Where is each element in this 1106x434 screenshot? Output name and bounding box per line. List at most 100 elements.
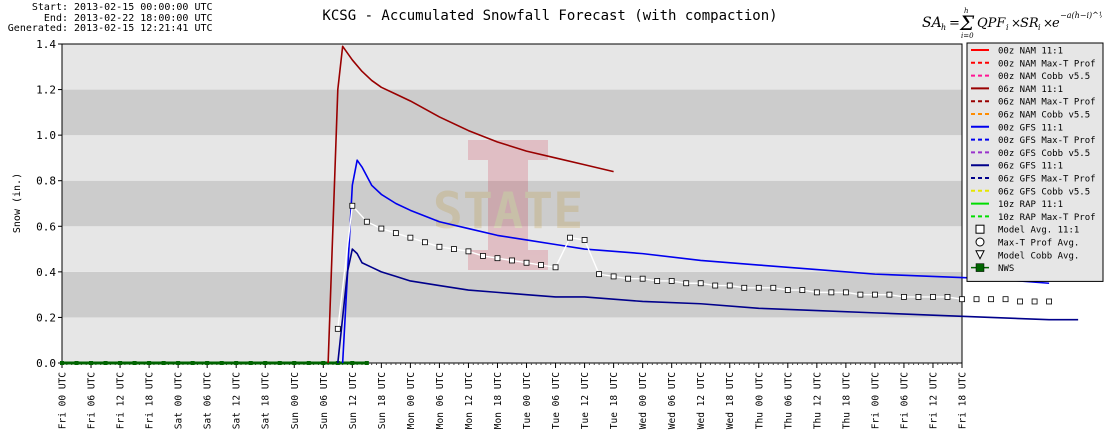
svg-text:h: h [964, 7, 969, 15]
legend-swatch-filled-square [975, 263, 985, 272]
model-avg-point [610, 273, 617, 280]
x-tick-label: Thu 00 UTC [754, 372, 765, 429]
generated-row: Generated: 2013-02-15 12:21:41 UTC [0, 23, 213, 35]
nws-point [103, 361, 108, 365]
nws-point [89, 361, 94, 365]
model-avg-point [407, 234, 414, 241]
legend-swatch-triangle [975, 250, 985, 260]
legend-label: 00z GFS Max-T Prof [998, 136, 1096, 146]
y-axis-label: Snow (in.) [12, 173, 23, 233]
x-tick-label: Mon 18 UTC [493, 372, 504, 429]
legend-label: Model Cobb Avg. [998, 251, 1079, 261]
legend-label: 00z GFS Cobb v5.5 [998, 149, 1090, 159]
x-tick-label: Wed 12 UTC [696, 372, 707, 429]
legend-label: 10z RAP 11:1 [998, 200, 1063, 210]
x-tick-label: Tue 00 UTC [522, 372, 533, 429]
x-tick-label: Wed 06 UTC [667, 372, 678, 429]
x-tick-label: Sat 06 UTC [203, 372, 214, 429]
y-axis: 0.0 0.2 0.4 0.6 0.8 1.0 1.2 1.4 [36, 38, 62, 370]
x-tick-label: Sun 00 UTC [290, 372, 301, 429]
nws-point [234, 361, 239, 365]
y-tick-label: 0.0 [36, 357, 56, 370]
nws-point [147, 361, 152, 365]
generated-label: Generated: [7, 23, 68, 34]
plot-band [62, 317, 962, 363]
model-avg-point [596, 271, 602, 278]
y-tick-label: 1.4 [36, 38, 56, 51]
x-tick-label: Fri 00 UTC [870, 372, 881, 429]
model-avg-point [451, 246, 457, 252]
x-tick-label: Fri 06 UTC [87, 372, 98, 429]
model-avg-point [1002, 296, 1009, 303]
model-avg-point [639, 275, 646, 282]
x-tick-label: Sat 18 UTC [261, 372, 272, 429]
model-avg-point [959, 296, 965, 303]
svg-text:=: = [949, 16, 960, 31]
nws-point [321, 361, 326, 365]
legend-label: 00z NAM Cobb v5.5 [998, 72, 1090, 82]
x-tick-label: Fri 06 UTC [899, 372, 910, 429]
legend-label: 00z NAM Max-T Prof [998, 59, 1096, 69]
legend-label: Max-T Prof Avg. [998, 239, 1079, 249]
nws-point [74, 361, 79, 365]
nws-point [350, 361, 355, 365]
svg-text:SA: SA [922, 15, 942, 31]
plot-band [62, 135, 962, 181]
model-avg-point [436, 243, 443, 250]
end-label: End: [43, 12, 68, 24]
model-avg-point [378, 225, 385, 232]
start-label: Start: [31, 2, 68, 13]
x-tick-label: Mon 12 UTC [464, 372, 475, 429]
legend-swatch-circle [975, 237, 985, 247]
svg-text:i: i [1038, 23, 1041, 32]
legend-swatch-square [975, 224, 985, 234]
model-avg-point [886, 291, 893, 298]
model-avg-point [494, 255, 501, 262]
x-tick-label: Fri 12 UTC [116, 372, 127, 429]
svg-text:SR: SR [1020, 16, 1039, 31]
model-avg-point [538, 262, 544, 268]
model-avg-point [392, 230, 399, 237]
x-tick-label: Fri 00 UTC [58, 372, 69, 429]
nws-point [132, 361, 137, 365]
svg-text:×: × [1043, 16, 1053, 30]
legend-label: 06z GFS Max-T Prof [998, 175, 1096, 185]
nws-point [277, 361, 282, 365]
y-tick-label: 0.4 [36, 266, 56, 279]
y-tick-label: 0.6 [36, 220, 56, 233]
legend-label: 06z NAM 11:1 [998, 85, 1063, 95]
plot-band [62, 89, 962, 136]
nws-point [118, 361, 123, 365]
model-avg-point [349, 202, 356, 209]
nws-point [60, 361, 64, 365]
x-tick-label: Fri 12 UTC [928, 372, 939, 429]
x-tick-label: Sat 12 UTC [232, 372, 243, 429]
y-tick-label: 0.8 [36, 175, 56, 188]
model-avg-point [915, 294, 922, 300]
model-avg-point [872, 291, 878, 298]
start-value: 2013-02-15 00:00:00 UTC [74, 2, 213, 13]
nws-point [219, 361, 224, 365]
watermark-i-shape [468, 140, 548, 270]
model-avg-point [828, 289, 835, 296]
svg-text:−a(h−i)^½: −a(h−i)^½ [1060, 11, 1102, 20]
end-value: 2013-02-22 18:00:00 UTC [74, 12, 213, 24]
series-lines [327, 45, 1079, 364]
x-tick-label: Fri 18 UTC [958, 372, 969, 429]
end-row: End: 2013-02-22 18:00:00 UTC [0, 12, 213, 25]
model-avg-point [625, 275, 632, 282]
x-tick-label: Thu 12 UTC [812, 372, 823, 429]
y-tick-label: 1.0 [36, 129, 56, 142]
model-avg-point [552, 264, 559, 271]
model-avg-point [726, 282, 733, 289]
run-metadata: Start: 2013-02-15 00:00:00 UTC End: 2013… [0, 2, 213, 35]
legend-label: 10z RAP Max-T Prof [998, 213, 1096, 223]
series-line [337, 248, 1079, 364]
svg-text:i: i [1006, 23, 1009, 32]
model-avg-point [1046, 298, 1052, 305]
legend: 00z NAM 11:1 00z NAM Max-T Prof 00z NAM Co… [966, 42, 1104, 282]
legend-label: 06z GFS 11:1 [998, 162, 1063, 172]
model-avg-point [683, 280, 690, 287]
svg-text:Σ: Σ [959, 11, 975, 35]
model-avg-point [567, 234, 573, 241]
